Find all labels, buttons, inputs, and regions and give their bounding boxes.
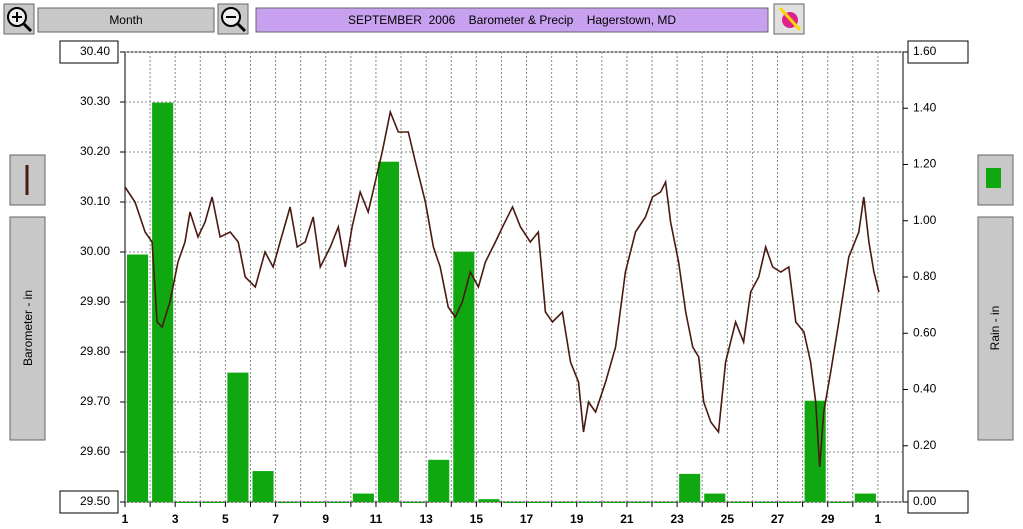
x-tick-label: 23 [670, 512, 684, 526]
x-tick-label: 15 [470, 512, 484, 526]
x-tick-label: 29 [821, 512, 835, 526]
x-tick-label: 1 [122, 512, 129, 526]
y2-tick-label: 0.20 [913, 438, 937, 452]
plot: 29.5029.6029.7029.8029.9030.0030.1030.20… [59, 40, 969, 526]
zoom-out-button[interactable] [217, 3, 249, 35]
y2-tick-label: 1.60 [913, 44, 937, 58]
rain-bar [503, 502, 525, 503]
x-tick-label: 9 [322, 512, 329, 526]
x-tick-label: 27 [771, 512, 785, 526]
rain-bar [528, 502, 550, 503]
x-tick-label: 5 [222, 512, 229, 526]
rain-bar [403, 502, 425, 503]
rain-bar [428, 459, 450, 502]
y-tick-label: 29.80 [80, 344, 110, 358]
x-tick-label: 11 [370, 512, 383, 526]
y-tick-label: 30.10 [80, 194, 110, 208]
rain-bar [252, 471, 274, 502]
rain-bar [804, 400, 826, 502]
y2-tick-label: 0.00 [913, 494, 937, 508]
rain-bar [578, 502, 600, 503]
x-tick-label: 25 [721, 512, 735, 526]
rain-bar [202, 502, 224, 503]
y2-tick-label: 1.40 [913, 100, 937, 114]
rain-bar [227, 372, 249, 502]
rain-bar [177, 502, 199, 503]
y-tick-label: 30.20 [80, 144, 110, 158]
rain-bar [679, 473, 701, 502]
rain-bar [327, 502, 349, 503]
y2-tick-label: 0.40 [913, 382, 937, 396]
x-tick-label: 3 [172, 512, 179, 526]
rain-bar [453, 251, 475, 502]
rain-bar [302, 502, 324, 503]
rain-bar [628, 502, 651, 503]
y2-tick-label: 0.80 [913, 269, 937, 283]
y2label-box [977, 216, 1014, 441]
x-tick-label: 21 [620, 512, 634, 526]
y2-axis-label: Rain - in [988, 306, 1002, 351]
rain-bar [779, 502, 801, 503]
x-tick-label: 1 [875, 512, 882, 526]
rain-bar [729, 502, 751, 503]
y-tick-label: 29.50 [80, 494, 110, 508]
y-tick-label: 29.60 [80, 444, 110, 458]
tick-box [907, 490, 969, 514]
rain-bar [127, 254, 149, 502]
rain-bar [377, 161, 400, 502]
y-tick-label: 30.40 [80, 44, 110, 58]
rain-bar [854, 493, 876, 502]
y2-tick-label: 1.00 [913, 213, 937, 227]
color-button[interactable] [773, 3, 805, 35]
chart-title: SEPTEMBER 2006 Barometer & Precip Hagers… [348, 13, 676, 27]
title-box [255, 7, 769, 33]
tick-box [907, 40, 969, 64]
rain-bar [478, 499, 500, 502]
zoom-in-button[interactable] [3, 3, 35, 35]
tick-box [59, 490, 119, 514]
plot-area [124, 51, 904, 503]
y-tick-label: 29.70 [80, 394, 110, 408]
rain-bar [603, 502, 625, 503]
y-tick-label: 30.30 [80, 94, 110, 108]
y-axis-label: Barometer - in [21, 290, 35, 366]
rain-legend-icon [986, 168, 1001, 188]
x-tick-label: 19 [570, 512, 584, 526]
rain-bar [829, 502, 851, 503]
ylabel-box [9, 216, 46, 441]
rain-bar [654, 502, 676, 503]
y2-tick-label: 1.20 [913, 157, 937, 171]
y2-tick-label: 0.60 [913, 325, 937, 339]
y-tick-label: 29.90 [80, 294, 110, 308]
rain-bar [754, 502, 776, 503]
x-tick-label: 13 [419, 512, 433, 526]
x-tick-label: 17 [520, 512, 534, 526]
y-tick-label: 30.00 [80, 244, 110, 258]
rain-bar [352, 493, 374, 502]
period-label: Month [109, 13, 142, 27]
rain-bar [553, 502, 575, 503]
tick-box [59, 40, 119, 64]
rain-bar [277, 502, 299, 503]
period-button[interactable] [37, 7, 215, 33]
rain-bar [704, 493, 726, 502]
x-tick-label: 7 [272, 512, 279, 526]
barometer-line [124, 109, 880, 468]
rain-bar [152, 102, 174, 502]
